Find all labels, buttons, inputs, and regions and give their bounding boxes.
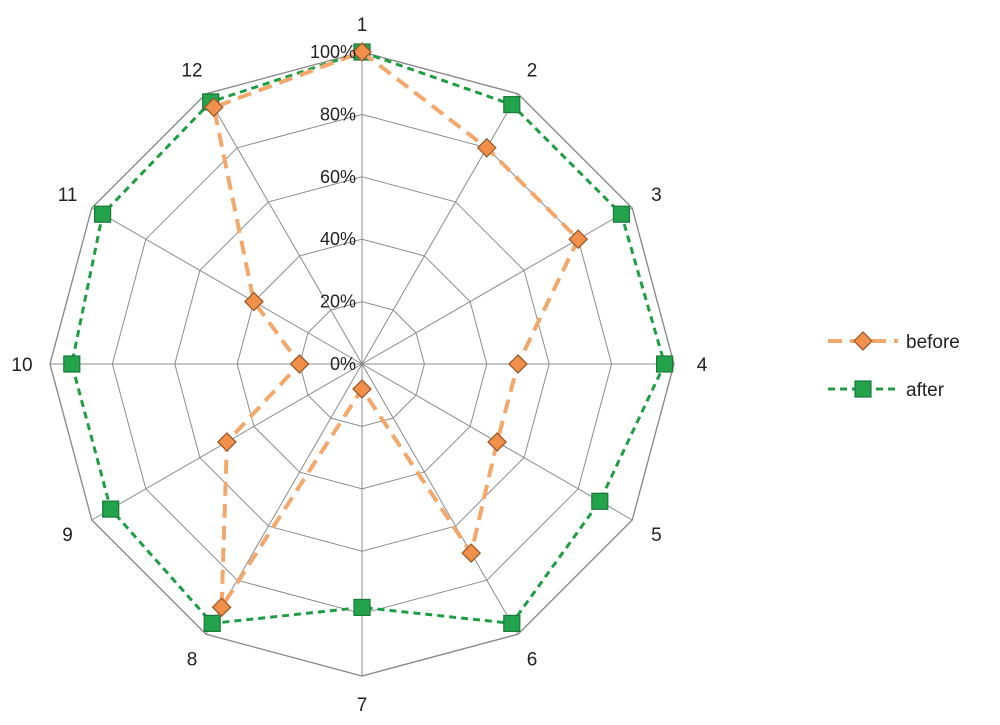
data-point: [476, 137, 497, 158]
category-label: 9: [62, 525, 73, 546]
data-point: [352, 379, 372, 399]
r-tick-label: 40%: [320, 229, 356, 249]
data-point: [508, 354, 528, 374]
series-after: [63, 43, 674, 633]
category-label: 4: [697, 355, 708, 376]
radar-grid: [49, 51, 675, 677]
category-label: 1: [357, 15, 368, 36]
category-label: 6: [527, 649, 538, 670]
grid-spoke: [205, 93, 363, 365]
data-point: [655, 355, 674, 373]
data-point: [352, 42, 372, 62]
grid-spoke: [361, 363, 519, 635]
r-tick-label: 60%: [320, 167, 356, 187]
data-point: [353, 598, 371, 617]
category-label: 12: [181, 61, 202, 82]
grid-spoke: [91, 207, 363, 365]
data-point: [216, 432, 237, 452]
grid-spoke: [361, 93, 519, 365]
legend-item-after: after: [828, 380, 945, 401]
series-before: [203, 42, 589, 618]
r-tick-label: 20%: [320, 292, 356, 312]
data-point: [203, 97, 224, 118]
category-label: 2: [527, 61, 538, 82]
data-point: [102, 500, 120, 518]
legend-item-before: before: [828, 331, 960, 353]
data-point: [503, 95, 521, 114]
grid-spoke: [205, 363, 363, 635]
data-point: [243, 291, 264, 312]
data-point: [461, 543, 482, 564]
series-line: [211, 50, 581, 610]
data-point: [591, 492, 609, 510]
data-point: [203, 614, 221, 633]
series-line: [70, 50, 667, 625]
data-point: [853, 331, 873, 351]
category-label: 8: [187, 649, 198, 670]
legend-label: before: [906, 332, 960, 353]
legend-label: after: [906, 380, 945, 401]
category-label: 7: [357, 695, 368, 716]
data-point: [612, 205, 631, 223]
r-tick-label: 0%: [330, 354, 356, 374]
legend: before after: [828, 331, 960, 401]
category-label: 3: [651, 185, 662, 206]
data-point: [503, 614, 521, 633]
category-label: 11: [58, 185, 78, 206]
data-point: [63, 355, 81, 373]
grid-spoke: [361, 207, 633, 365]
data-point: [487, 432, 508, 452]
category-label: 5: [651, 525, 662, 546]
series-layer: [63, 42, 674, 633]
data-point: [93, 205, 112, 223]
data-point: [854, 380, 872, 398]
data-point: [568, 229, 589, 250]
data-point: [211, 597, 232, 618]
r-tick-label: 100%: [310, 42, 356, 62]
category-label: 10: [11, 355, 32, 376]
data-point: [289, 354, 310, 374]
r-tick-label: 80%: [320, 104, 356, 124]
